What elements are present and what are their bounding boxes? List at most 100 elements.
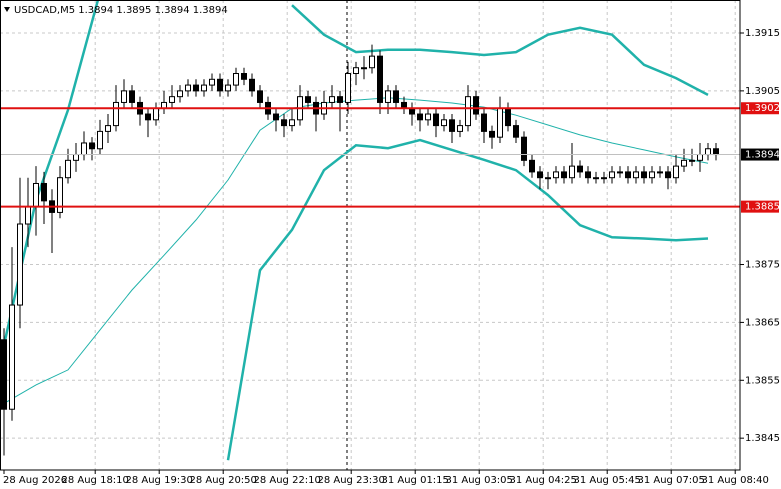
candle-body [513, 125, 519, 138]
candle-body [545, 177, 551, 180]
y-tick-label: 1.3905 [745, 86, 780, 97]
candle-body [537, 171, 543, 179]
candle-body [713, 148, 719, 156]
candle-body [457, 125, 463, 132]
candle-body [105, 125, 111, 132]
x-tick-label: 28 Aug 2026 [3, 475, 67, 486]
x-tick-label: 31 Aug 07:05 [637, 475, 704, 486]
current-price-label: 1.3894 [745, 150, 780, 161]
x-tick-label: 28 Aug 20:50 [189, 475, 256, 486]
candle-body [345, 73, 351, 103]
candle-body [665, 171, 671, 179]
candle-body [441, 119, 447, 127]
candle-body [273, 113, 279, 121]
candle-body [601, 177, 607, 180]
candle-body [433, 113, 439, 127]
level-label-box [741, 200, 779, 213]
candle-body [361, 67, 367, 70]
level-label: 1.3902 [745, 103, 780, 114]
candle-body [617, 171, 623, 174]
candle-body [225, 84, 231, 92]
candle-body [585, 171, 591, 179]
candle-body [121, 90, 127, 103]
axes: 1.3845 1.3855 1.3865 1.3875 1.3905 1.3915 28 A… [3, 28, 780, 486]
candle-body [473, 96, 479, 115]
candle-body [449, 119, 455, 132]
candle-body [697, 154, 703, 161]
y-tick-label: 1.3865 [745, 317, 780, 328]
candle-body [113, 101, 119, 127]
level-label-box [741, 102, 779, 115]
candle-body [649, 171, 655, 179]
candle-body [553, 171, 559, 179]
candle-body [353, 67, 359, 75]
candle-body [505, 107, 511, 127]
candle-body [241, 73, 247, 80]
x-tick-label: 31 Aug 03:05 [445, 475, 512, 486]
chart-title: USDCAD,M5 1.3894 1.3895 1.3894 1.3894 [14, 5, 228, 16]
x-tick-label: 28 Aug 18:10 [61, 475, 128, 486]
current-price-box [741, 148, 779, 161]
x-tick-label: 28 Aug 22:10 [253, 475, 320, 486]
candle-body [521, 136, 527, 161]
candle-body [673, 165, 679, 179]
candle-body [209, 78, 215, 86]
candle-body [529, 159, 535, 173]
candle-body [305, 96, 311, 103]
candle-body [233, 73, 239, 86]
band-middle [3, 97, 709, 404]
candle-body [169, 96, 175, 103]
y-tick-label: 1.3915 [745, 28, 780, 39]
candle-body [97, 130, 103, 150]
candle-body [33, 182, 39, 208]
candle-body [201, 84, 207, 92]
candle-body [393, 90, 399, 103]
candle-body [705, 148, 711, 156]
candle-body [257, 90, 263, 103]
candle-body [465, 96, 471, 127]
y-tick-label: 1.3875 [745, 260, 780, 271]
candle-body [9, 304, 15, 410]
candle-body [1, 339, 7, 410]
x-tick-label: 28 Aug 19:30 [125, 475, 192, 486]
candle-body [497, 107, 503, 138]
symbol-icon [4, 7, 10, 12]
candle-body [25, 206, 31, 225]
candle-body [489, 130, 495, 138]
candle-body [185, 84, 191, 92]
x-tick-label: 31 Aug 05:45 [573, 475, 640, 486]
y-tick-label: 1.3855 [745, 375, 780, 386]
candle-body [289, 119, 295, 127]
candle-body [417, 113, 423, 121]
x-tick-label: 31 Aug 04:25 [509, 475, 576, 486]
candle-body [177, 90, 183, 98]
candle-body [681, 159, 687, 167]
plot-frame [0, 0, 741, 471]
candle-body [689, 159, 695, 162]
plot-area [0, 0, 740, 461]
candle-body [153, 107, 159, 121]
candle-body [217, 78, 223, 92]
candle-body [329, 96, 335, 103]
candle-body [89, 142, 95, 150]
candle-body [593, 177, 599, 180]
candle-body [337, 96, 343, 103]
candle-body [57, 177, 63, 213]
candle-body [249, 78, 255, 92]
candle-body [569, 165, 575, 179]
x-tick-label: 31 Aug 08:40 [701, 475, 768, 486]
candle-body [73, 154, 79, 161]
candle-body [65, 159, 71, 179]
candle-body [657, 171, 663, 174]
candle-body [281, 119, 287, 127]
candle-body [633, 171, 639, 179]
level-label: 1.3885 [745, 202, 780, 213]
candle-body [385, 90, 391, 103]
candle-body [577, 165, 583, 173]
candle-body [81, 142, 87, 156]
candle-body [377, 55, 383, 103]
x-tick-label: 28 Aug 23:30 [317, 475, 384, 486]
candle-body [145, 113, 151, 121]
